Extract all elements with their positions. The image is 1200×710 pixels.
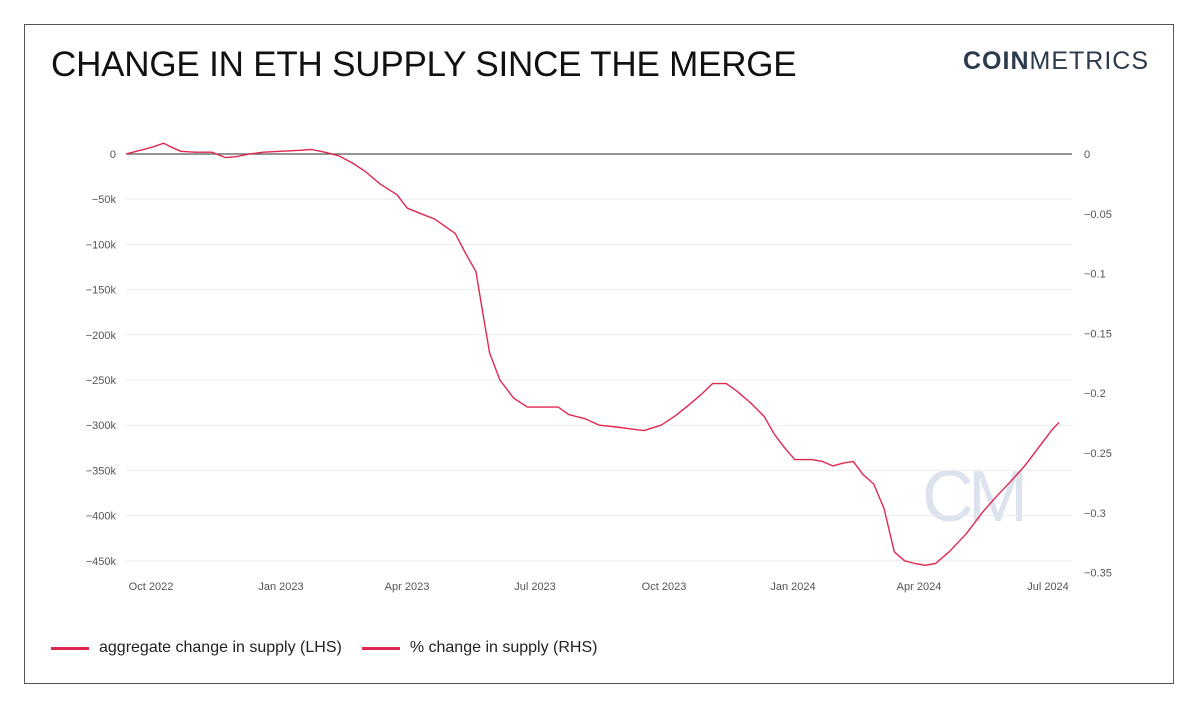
y-right-tick-label: −0.05 bbox=[1084, 209, 1112, 221]
y-right-tick-label: 0 bbox=[1084, 149, 1090, 161]
chart-title: CHANGE IN ETH SUPPLY SINCE THE MERGE bbox=[51, 45, 797, 84]
y-left-tick-label: −100k bbox=[86, 239, 117, 251]
y-left-tick-label: −250k bbox=[86, 375, 117, 387]
y-right-tick-label: −0.2 bbox=[1084, 388, 1106, 400]
x-tick-label: Apr 2023 bbox=[385, 581, 430, 593]
y-right-tick-label: −0.25 bbox=[1084, 448, 1112, 460]
x-tick-label: Apr 2024 bbox=[897, 581, 942, 593]
legend-swatch-rhs bbox=[361, 646, 400, 650]
legend-item-rhs[interactable]: % change in supply (RHS) bbox=[361, 639, 598, 657]
y-right-tick-label: −0.15 bbox=[1084, 328, 1112, 340]
chart-frame: CHANGE IN ETH SUPPLY SINCE THE MERGE COI… bbox=[24, 24, 1174, 684]
y-right-tick-label: −0.1 bbox=[1084, 269, 1106, 281]
y-left-tick-label: −150k bbox=[86, 285, 117, 297]
y-left-tick-label: −50k bbox=[92, 194, 117, 206]
y-left-tick-label: −400k bbox=[86, 511, 117, 523]
y-left-tick-label: −350k bbox=[86, 465, 117, 477]
y-right-tick-label: −0.35 bbox=[1084, 568, 1112, 580]
y-left-tick-label: −450k bbox=[86, 556, 117, 568]
x-tick-label: Jul 2023 bbox=[514, 581, 556, 593]
x-tick-label: Jul 2024 bbox=[1027, 581, 1069, 593]
legend-label-lhs: aggregate change in supply (LHS) bbox=[99, 639, 342, 656]
chart-legend: aggregate change in supply (LHS) % chang… bbox=[51, 639, 617, 657]
logo-bold-text: COIN bbox=[963, 47, 1030, 75]
legend-item-lhs[interactable]: aggregate change in supply (LHS) bbox=[51, 639, 342, 657]
logo-light-text: METRICS bbox=[1029, 47, 1149, 75]
y-right-tick-label: −0.3 bbox=[1084, 508, 1106, 520]
x-tick-label: Oct 2022 bbox=[129, 581, 174, 593]
x-tick-label: Jan 2024 bbox=[770, 581, 815, 593]
x-tick-label: Oct 2023 bbox=[642, 581, 687, 593]
y-left-tick-label: −200k bbox=[86, 330, 117, 342]
legend-swatch-lhs bbox=[51, 646, 89, 650]
y-left-tick-label: 0 bbox=[110, 149, 116, 161]
y-left-tick-label: −300k bbox=[86, 420, 117, 432]
x-tick-label: Jan 2023 bbox=[258, 581, 303, 593]
legend-label-rhs: % change in supply (RHS) bbox=[409, 639, 598, 656]
series-line-supply-change bbox=[125, 142, 1060, 566]
coinmetrics-logo: COINMETRICS bbox=[963, 47, 1149, 76]
